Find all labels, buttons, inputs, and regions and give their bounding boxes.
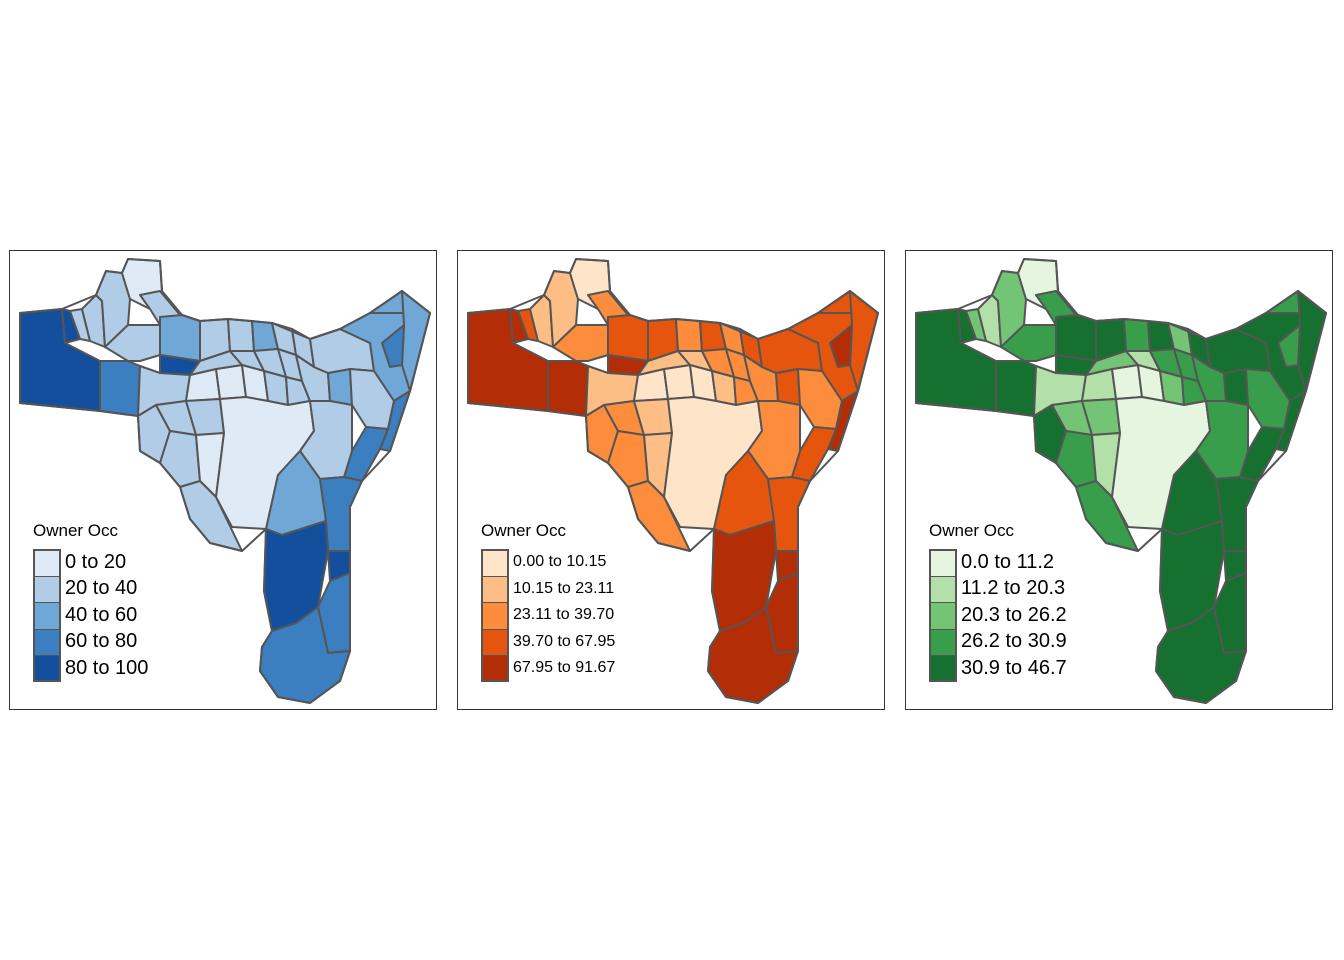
- map-region: [663, 364, 695, 400]
- legend-row: 80 to 100: [33, 655, 148, 682]
- map-region: [995, 360, 1037, 417]
- map-outline: [19, 258, 431, 704]
- map-region: [189, 350, 243, 376]
- map-region: [1123, 318, 1151, 352]
- legend-swatch: [33, 575, 61, 602]
- map-region: [1277, 324, 1301, 368]
- legend-label: 30.9 to 46.7: [961, 656, 1067, 679]
- legend-label: 0.00 to 10.15: [513, 553, 607, 571]
- legend-row: 26.2 to 30.9: [929, 628, 1067, 655]
- map-region: [263, 370, 289, 406]
- map-panel-blue: Owner Occ 0 to 20 20 to 40 40 to 60 60 to 8…: [9, 250, 437, 710]
- map-region: [849, 290, 879, 392]
- map-outline: [467, 258, 879, 704]
- map-region: [1159, 370, 1185, 406]
- legend-swatch: [33, 655, 61, 682]
- legend-row: 0.00 to 10.15: [481, 549, 615, 576]
- legend-row: 10.15 to 23.11: [481, 575, 615, 602]
- map-region: [775, 368, 801, 406]
- map-region: [159, 314, 201, 362]
- map-legend: Owner Occ 0 to 20 20 to 40 40 to 60 60 to 8…: [33, 521, 148, 687]
- legend-row: 67.95 to 91.67: [481, 655, 615, 682]
- choropleth-map: [915, 258, 1327, 704]
- map-region: [1085, 350, 1139, 376]
- map-legend: Owner Occ 0.00 to 10.15 10.15 to 23.11 23.…: [481, 521, 615, 687]
- map-region: [1297, 290, 1327, 392]
- legend-swatch: [481, 655, 509, 682]
- legend-row: 11.2 to 20.3: [929, 575, 1067, 602]
- map-panel-orange: Owner Occ 0.00 to 10.15 10.15 to 23.11 23.…: [457, 250, 885, 710]
- legend-label: 80 to 100: [65, 656, 149, 679]
- legend-swatch: [929, 655, 957, 682]
- map-region: [675, 318, 703, 352]
- map-region: [215, 364, 247, 400]
- legend-row: 23.11 to 39.70: [481, 602, 615, 629]
- legend-label: 0 to 20: [65, 550, 127, 573]
- legend-label: 60 to 80: [65, 630, 138, 653]
- map-region: [227, 318, 255, 352]
- legend-swatch: [929, 575, 957, 602]
- legend-items: 0 to 20 20 to 40 40 to 60 60 to 80 80 to 100: [33, 549, 148, 682]
- legend-swatch: [481, 575, 509, 602]
- legend-row: 30.9 to 46.7: [929, 655, 1067, 682]
- map-region: [1275, 390, 1307, 452]
- choropleth-map: [19, 258, 431, 704]
- map-region: [829, 324, 853, 368]
- map-region: [1111, 364, 1143, 400]
- map-region: [547, 360, 589, 417]
- legend-row: 60 to 80: [33, 628, 148, 655]
- map-region: [99, 360, 141, 417]
- legend-swatch: [481, 549, 509, 576]
- map-region: [401, 290, 431, 392]
- map-region: [379, 390, 411, 452]
- map-region: [1055, 314, 1097, 362]
- legend-swatch: [33, 549, 61, 576]
- map-region: [827, 390, 859, 452]
- legend-swatch: [33, 628, 61, 655]
- legend-swatch: [481, 602, 509, 629]
- legend-label: 23.11 to 39.70: [513, 606, 615, 624]
- legend-swatch: [481, 628, 509, 655]
- legend-items: 0.0 to 11.2 11.2 to 20.3 20.3 to 26.2 26.2 …: [929, 549, 1067, 682]
- legend-label: 20 to 40: [65, 577, 138, 600]
- map-region: [711, 370, 737, 406]
- legend-row: 40 to 60: [33, 602, 148, 629]
- legend-label: 0.0 to 11.2: [961, 550, 1055, 573]
- legend-swatch: [33, 602, 61, 629]
- legend-row: 20 to 40: [33, 575, 148, 602]
- map-panel-green: Owner Occ 0.0 to 11.2 11.2 to 20.3 20.3 to…: [905, 250, 1333, 710]
- legend-title: Owner Occ: [33, 521, 119, 540]
- legend-label: 67.95 to 91.67: [513, 659, 616, 677]
- legend-swatch: [929, 549, 957, 576]
- legend-label: 39.70 to 67.95: [513, 632, 616, 650]
- legend-swatch: [929, 602, 957, 629]
- choropleth-map: [467, 258, 879, 704]
- map-outline: [915, 258, 1327, 704]
- legend-row: 0.0 to 11.2: [929, 549, 1067, 576]
- legend-label: 11.2 to 20.3: [961, 577, 1066, 600]
- legend-title: Owner Occ: [929, 521, 1015, 540]
- map-region: [607, 314, 649, 362]
- map-region: [381, 324, 405, 368]
- map-region: [1223, 368, 1249, 406]
- legend-title: Owner Occ: [481, 521, 567, 540]
- map-region: [637, 350, 691, 376]
- legend-row: 0 to 20: [33, 549, 148, 576]
- legend-label: 40 to 60: [65, 603, 138, 626]
- legend-swatch: [929, 628, 957, 655]
- legend-items: 0.00 to 10.15 10.15 to 23.11 23.11 to 39.7…: [481, 549, 615, 682]
- map-region: [327, 368, 353, 406]
- map-legend: Owner Occ 0.0 to 11.2 11.2 to 20.3 20.3 to…: [929, 521, 1067, 687]
- legend-label: 10.15 to 23.11: [513, 579, 615, 597]
- legend-row: 20.3 to 26.2: [929, 602, 1067, 629]
- legend-row: 39.70 to 67.95: [481, 628, 616, 655]
- legend-label: 26.2 to 30.9: [961, 630, 1067, 653]
- legend-label: 20.3 to 26.2: [961, 603, 1067, 626]
